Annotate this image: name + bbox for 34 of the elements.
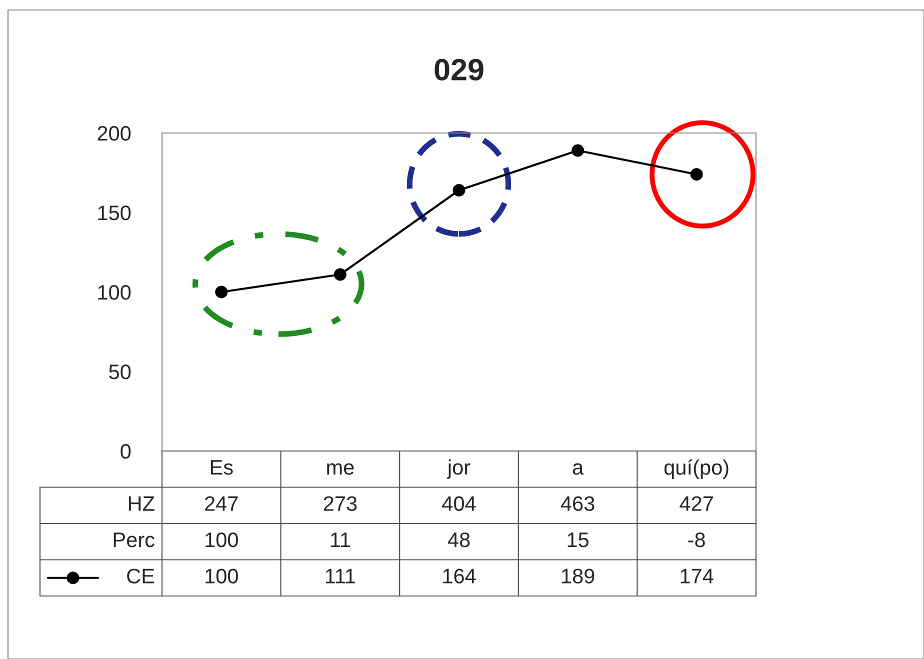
- text: Perc: [114, 532, 154, 548]
- point: [334, 268, 346, 281]
- x-tick-label: jor: [446, 459, 470, 479]
- text: 427: [680, 496, 713, 511]
- x-tick-label: a: [572, 463, 584, 475]
- data-label: 111: [326, 568, 356, 584]
- y-tick-label: 150: [98, 206, 131, 220]
- point: [690, 168, 703, 181]
- text: 273: [324, 496, 357, 511]
- point: [452, 184, 466, 196]
- text: -8: [688, 532, 705, 548]
- text: 15: [568, 532, 589, 548]
- y-tick-label: 50: [109, 364, 131, 380]
- data-label: 100: [206, 568, 238, 584]
- data-label: 164: [443, 568, 476, 584]
- legend-label: CE: [127, 568, 154, 584]
- text: 404: [442, 496, 476, 511]
- text: 100: [206, 532, 238, 548]
- x-tick-label: Es: [210, 460, 233, 475]
- y-tick-label: 0: [120, 444, 131, 459]
- x-tick-label: quí(po): [664, 459, 728, 479]
- x-tick-label: me: [327, 463, 354, 475]
- data-label: 174: [680, 568, 714, 584]
- text: HZ: [128, 496, 154, 511]
- point: [215, 286, 228, 298]
- point: [572, 144, 584, 157]
- y-tick-label: 200: [98, 126, 131, 141]
- data-label: 189: [562, 568, 594, 584]
- chart-title: 029: [434, 58, 484, 81]
- y-tick-label: 100: [98, 285, 131, 300]
- text: 11: [330, 532, 350, 548]
- text: 48: [448, 532, 470, 548]
- text: 463: [560, 496, 594, 511]
- text: 247: [205, 496, 238, 511]
